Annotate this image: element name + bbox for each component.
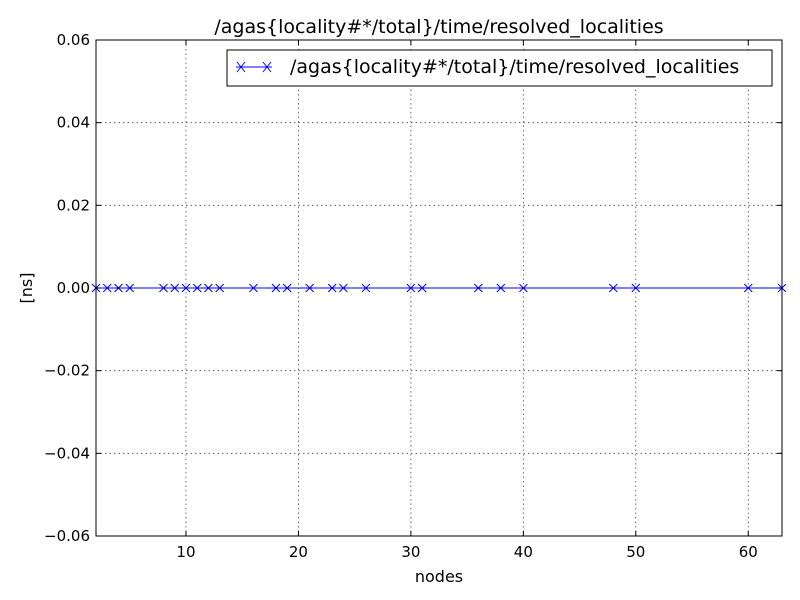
data-point <box>271 283 281 293</box>
data-point-stroke <box>406 283 416 293</box>
x-axis-label: nodes <box>415 567 463 586</box>
data-point-stroke <box>114 283 123 293</box>
data-point <box>474 283 483 293</box>
data-point <box>159 283 168 293</box>
legend-label: /agas{locality#*/total}/time/resolved_lo… <box>290 56 739 78</box>
data-point <box>608 283 618 293</box>
data-point <box>181 283 191 293</box>
y-tick-label: 0.04 <box>57 114 90 132</box>
x-tick-label: 50 <box>626 543 645 561</box>
y-tick-label: 0.02 <box>57 196 90 214</box>
data-point <box>327 283 337 293</box>
data-point-stroke <box>496 283 506 293</box>
data-point <box>102 283 112 293</box>
data-point <box>496 283 506 293</box>
data-point-stroke <box>327 283 337 293</box>
axis-ticks: 10 20 30 40 50 60 −0.06 −0.04 −0.02 0.00 0.02 0.04 0… <box>44 31 782 561</box>
data-point-stroke <box>204 283 213 293</box>
data-point-stroke <box>339 283 348 293</box>
data-point-stroke <box>282 283 292 293</box>
data-point-stroke <box>417 283 427 293</box>
data-point-stroke <box>474 283 483 293</box>
data-point <box>114 283 123 293</box>
data-point-stroke <box>743 283 753 293</box>
y-tick-label: −0.04 <box>44 444 90 462</box>
data-point-stroke <box>608 283 618 293</box>
data-point-stroke <box>249 283 258 293</box>
data-point <box>204 283 213 293</box>
legend-marker-x <box>236 61 272 73</box>
y-tick-label: −0.06 <box>44 527 90 545</box>
y-tick-label: −0.02 <box>44 362 90 380</box>
data-point <box>631 283 641 293</box>
data-point-stroke <box>181 283 191 293</box>
data-point <box>743 283 753 293</box>
data-point <box>249 283 258 293</box>
y-tick-label: 0.06 <box>57 31 90 49</box>
y-axis-label: [ns] <box>17 273 36 304</box>
data-point-stroke <box>192 283 202 293</box>
x-tick-label: 60 <box>739 543 758 561</box>
data-point-stroke <box>361 283 371 293</box>
data-point-stroke <box>631 283 641 293</box>
data-point-stroke <box>170 283 180 293</box>
data-point <box>339 283 348 293</box>
y-tick-label: 0.00 <box>57 279 90 297</box>
data-point <box>282 283 292 293</box>
data-point <box>215 283 225 293</box>
data-point <box>305 283 315 293</box>
x-tick-label: 20 <box>289 543 308 561</box>
x-tick-label: 30 <box>401 543 420 561</box>
legend: /agas{locality#*/total}/time/resolved_lo… <box>226 49 773 87</box>
data-point <box>361 283 371 293</box>
data-point <box>518 283 528 293</box>
data-point-stroke <box>125 283 135 293</box>
data-point-stroke <box>271 283 281 293</box>
data-point-stroke <box>102 283 112 293</box>
data-point-stroke <box>159 283 168 293</box>
x-tick-label: 40 <box>514 543 533 561</box>
data-point <box>192 283 202 293</box>
chart-title: /agas{locality#*/total}/time/resolved_lo… <box>214 16 663 38</box>
data-point <box>170 283 180 293</box>
data-point-stroke <box>518 283 528 293</box>
data-point <box>406 283 416 293</box>
data-point <box>125 283 135 293</box>
data-point <box>417 283 427 293</box>
legend-box <box>226 49 773 87</box>
data-point-stroke <box>305 283 315 293</box>
series-layer <box>91 283 787 293</box>
data-point-stroke <box>215 283 225 293</box>
x-tick-label: 10 <box>176 543 195 561</box>
